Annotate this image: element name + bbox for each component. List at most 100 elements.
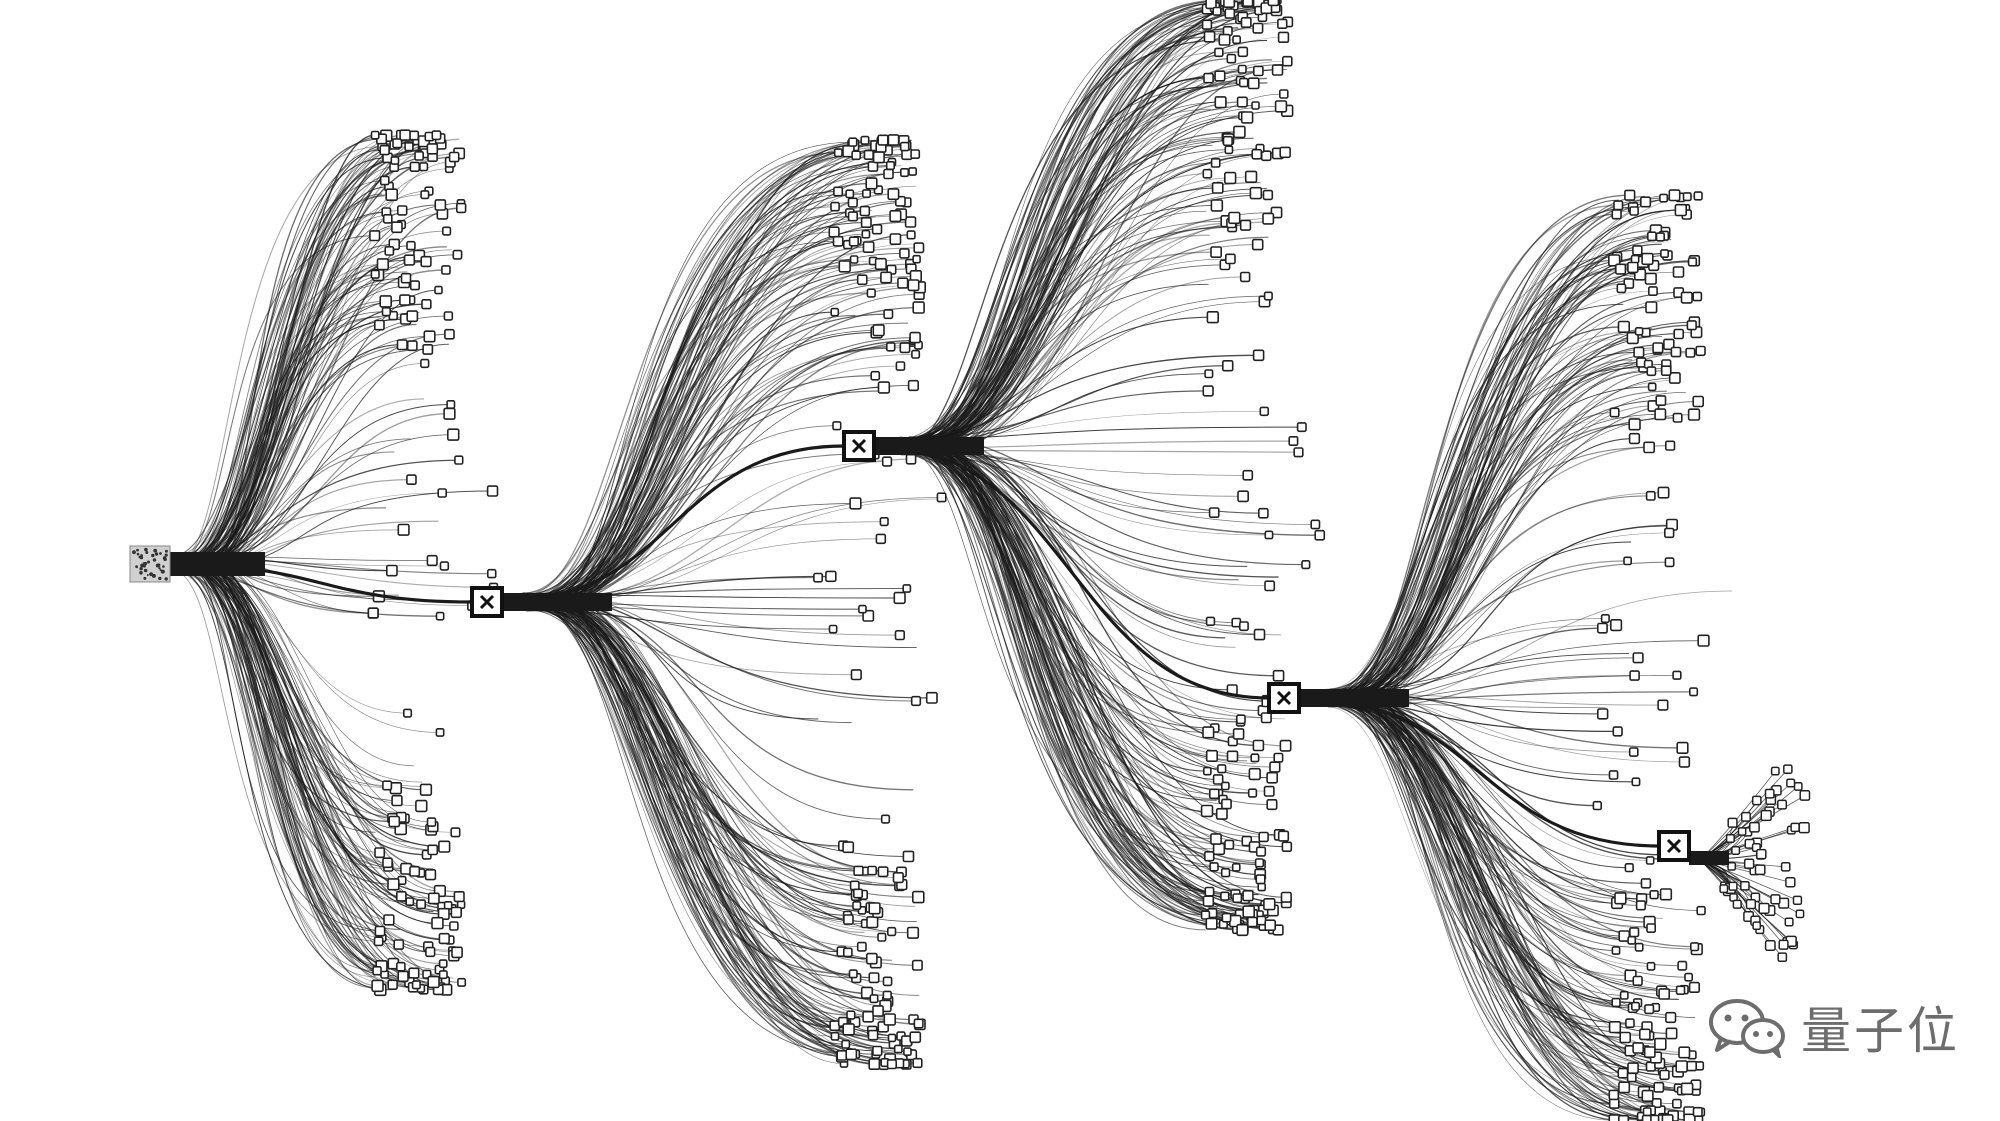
leaf-node [860,135,870,145]
leaf-node [395,961,406,972]
fiber-line [529,601,907,1042]
leaf-node [1251,148,1263,160]
leaf-node [374,925,386,937]
leaf-node [427,975,440,989]
leaf-node [908,167,917,176]
leaf-node [1683,1113,1696,1121]
leaf-node [420,358,430,369]
leaf-node [382,780,393,791]
leaf-node [1690,942,1700,952]
leaf-node [441,226,452,236]
fiber-line [1356,368,1667,705]
leaf-node [452,249,463,260]
leaf-node [431,130,442,141]
leaf-node [404,142,414,152]
fiber-line [1351,695,1679,1001]
fiber-line [1335,201,1646,697]
leaf-node [1697,634,1710,647]
fiber-line [192,315,413,563]
leaf-node [872,324,885,337]
leaf-node [1217,764,1227,774]
leaf-node [406,310,419,323]
fiber-line [529,258,855,600]
leaf-node [1250,753,1260,763]
leaf-node [1209,788,1220,800]
leaf-node [1752,921,1762,931]
fiber-line [202,570,433,851]
leaf-node [1673,328,1684,340]
leaf-node [1239,621,1249,632]
leaf-node [1628,747,1639,757]
leaf-node [1314,529,1326,541]
fiber-line [208,567,401,968]
leaf-node [1232,35,1241,45]
fiber-line [171,569,379,942]
fiber-line [554,253,905,594]
wechat-icon [1709,999,1785,1058]
leaf-node [1617,320,1630,333]
leaf-node [892,871,904,884]
fiber-line [1331,288,1622,703]
fiber-line [183,557,417,986]
leaf-node [1618,1081,1631,1094]
fiber-line [913,443,1252,916]
leaf-node [385,188,399,201]
leaf-node [1212,774,1224,785]
leaf-node [453,890,465,903]
leaf-node [1247,788,1258,798]
leaf-node [1236,96,1248,108]
leaf-node [887,188,900,201]
fiber-line [926,452,1210,893]
leaf-node [1682,192,1692,202]
fiber-line [1699,859,1784,945]
leaf-node [1210,199,1224,212]
leaf-node [1676,741,1689,754]
leaf-node [1611,946,1621,955]
leaf-node [1608,254,1621,267]
fiber-line [198,134,376,569]
leaf-node [1214,70,1226,82]
trunk-edge [501,444,845,604]
leaf-node [1242,905,1255,918]
leaf-node [1675,1060,1688,1073]
leaf-node [1244,170,1258,183]
leaf-node [1618,1114,1630,1121]
leaf-node [1793,781,1803,791]
fiber-line [1336,694,1641,1119]
fiber-line [1346,702,1625,1088]
fiber-line [1321,703,1699,1121]
leaf-node [1206,310,1220,324]
leaf-node [842,841,855,854]
leaf-node [434,199,447,211]
fiber-line [900,452,1259,924]
leaf-node [1255,874,1266,885]
fiber-line [554,498,940,604]
root-node [129,545,171,583]
leaf-node [486,568,497,579]
leaf-node [455,202,467,214]
leaf-node [486,485,499,497]
leaf-node [438,970,448,980]
leaf-node [1205,917,1218,930]
leaf-node [1644,272,1657,285]
fiber-line [548,161,892,607]
leaf-node [370,269,380,279]
leaf-node [856,941,867,952]
leaf-node [1672,266,1685,278]
leaf-node [1277,18,1288,29]
fiber-line [551,598,878,1052]
leaf-node [385,564,398,577]
leaf-node [1204,850,1215,862]
leaf-node [1203,30,1216,43]
leaf-nodes [367,0,1811,1121]
fiber-line [1359,698,1652,967]
leaf-node [813,572,824,583]
leaf-node [1237,46,1249,58]
leaf-node [391,221,403,234]
leaf-node [1632,975,1643,986]
leaf-node [1728,881,1738,891]
leaf-node [454,455,464,465]
fiber-line [1358,330,1640,702]
fiber-line [540,139,912,605]
trunk-bundle [874,437,984,455]
